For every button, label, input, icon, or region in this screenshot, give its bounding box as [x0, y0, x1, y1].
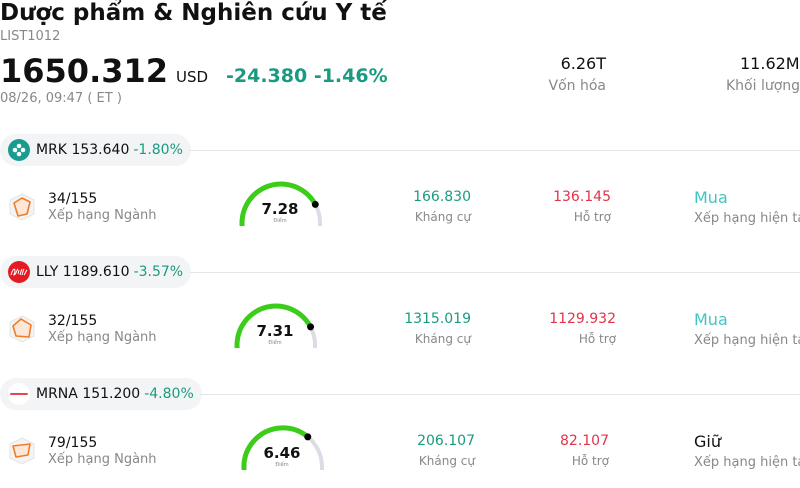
industry-rank: 34/155 — [48, 191, 98, 207]
support-label: Hỗ trợ — [571, 454, 609, 468]
list-code: LIST1012 — [0, 29, 61, 44]
support-label: Hỗ trợ — [573, 210, 611, 224]
divider — [200, 394, 800, 395]
score-value: 7.31 — [256, 322, 294, 340]
current-rating: Mua — [694, 188, 728, 207]
gauge-marker — [307, 323, 315, 331]
index-change: -24.380 -1.46% — [226, 65, 388, 87]
industry-rank-label: Xếp hạng Ngành — [48, 330, 157, 345]
industry-rank-icon — [8, 436, 36, 470]
gauge-track — [305, 434, 324, 470]
stock-price: 153.640 — [71, 142, 130, 158]
industry-rank-icon — [8, 192, 36, 226]
volume-value: 11.62M — [740, 54, 800, 73]
gauge-fill — [239, 181, 318, 226]
resistance-label: Kháng cự — [414, 210, 471, 224]
merck-logo-icon — [8, 139, 30, 161]
current-rating-label: Xếp hạng hiện tại — [694, 455, 800, 470]
score-value: 6.46 — [263, 444, 301, 462]
gauge-marker — [311, 200, 319, 208]
support-value: 1129.932 — [549, 311, 616, 327]
gauge-track — [313, 202, 322, 226]
gauge-fill — [234, 303, 314, 348]
industry-rank-label: Xếp hạng Ngành — [48, 208, 157, 223]
moderna-logo-icon — [8, 383, 30, 405]
score-value: 7.28 — [261, 200, 299, 218]
industry-rank-label: Xếp hạng Ngành — [48, 452, 157, 467]
support-value: 136.145 — [553, 189, 611, 205]
score-label: Điểm — [273, 218, 287, 224]
stock-pill-mrna[interactable]: MRNA 151.200 -4.80% — [0, 378, 202, 410]
resistance-value: 1315.019 — [404, 311, 471, 327]
stock-change: -4.80% — [144, 386, 194, 402]
page-title: Dược phẩm & Nghiên cứu Y tế — [0, 0, 387, 26]
index-price: 1650.312 — [0, 52, 169, 90]
support-label: Hỗ trợ — [578, 332, 616, 346]
industry-rank-icon — [8, 314, 36, 348]
gauge-track — [308, 324, 317, 348]
current-rating: Mua — [694, 310, 728, 329]
divider — [190, 272, 800, 273]
resistance-label: Kháng cự — [418, 454, 475, 468]
resistance-value: 166.830 — [413, 189, 471, 205]
ticker: MRK — [36, 142, 67, 158]
stock-pill-mrk[interactable]: MRK 153.640 -1.80% — [0, 134, 191, 166]
current-rating-label: Xếp hạng hiện tại — [694, 333, 800, 348]
current-rating: Giữ — [694, 432, 721, 451]
lilly-logo-icon — [8, 261, 30, 283]
support-value: 82.107 — [560, 433, 609, 449]
stock-change: -1.80% — [133, 142, 183, 158]
stock-pill-lly[interactable]: LLY 1189.610 -3.57% — [0, 256, 192, 288]
score-label: Điểm — [268, 340, 282, 346]
market-cap-value: 6.26T — [560, 54, 606, 73]
timestamp: 08/26, 09:47 ( ET ) — [0, 91, 122, 106]
score-label: Điểm — [275, 462, 289, 468]
divider — [188, 150, 800, 151]
stock-change: -3.57% — [133, 264, 184, 280]
volume-label: Khối lượng — [726, 78, 800, 94]
stock-price: 151.200 — [82, 386, 141, 402]
ticker: LLY — [36, 264, 59, 280]
industry-rank: 32/155 — [48, 313, 98, 329]
score-gauge — [239, 181, 322, 226]
gauge-marker — [304, 433, 312, 441]
ticker: MRNA — [36, 386, 78, 402]
industry-rank: 79/155 — [48, 435, 98, 451]
score-gauge — [241, 425, 324, 470]
resistance-label: Kháng cự — [414, 332, 471, 346]
market-cap-label: Vốn hóa — [548, 78, 606, 94]
score-gauge — [234, 303, 317, 348]
stock-price: 1189.610 — [62, 264, 130, 280]
resistance-value: 206.107 — [417, 433, 475, 449]
gauge-fill — [241, 425, 311, 470]
current-rating-label: Xếp hạng hiện tại — [694, 211, 800, 226]
currency-label: USD — [176, 68, 209, 86]
